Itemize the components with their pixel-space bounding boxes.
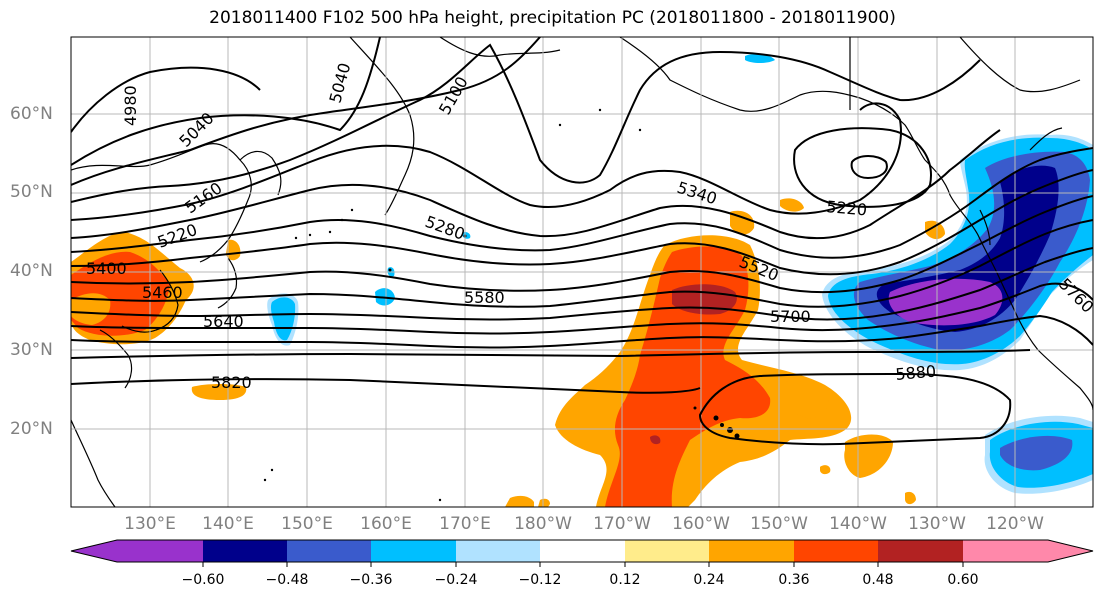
lon-label: 180°W [514, 514, 572, 534]
colorbar-extend-high [963, 540, 1093, 562]
colorbar-tick-label: −0.36 [349, 572, 393, 588]
map-field: 4980 5040 5040 5100 5160 5220 5280 5340 … [71, 37, 1097, 507]
contour-label: 5100 [435, 73, 472, 118]
lon-label: 120°W [986, 514, 1044, 534]
colorbar-tick-label: −0.60 [181, 572, 225, 588]
contour-label: 5640 [203, 312, 244, 331]
lon-label: 140°W [829, 514, 887, 534]
contour-label: 5220 [826, 197, 868, 219]
lat-label: 50°N [10, 182, 53, 202]
colorbar-tick-label: 0.48 [862, 572, 894, 588]
lon-label: 170°W [593, 514, 651, 534]
colorbar-segment [878, 540, 963, 562]
contour-label: 5760 [1055, 274, 1097, 316]
coastlines [71, 37, 1093, 507]
contour-label: 5700 [770, 307, 811, 326]
colorbar-segment [625, 540, 709, 562]
colorbar-tick-label: 0.12 [609, 572, 641, 588]
contour-label: 5820 [211, 373, 252, 392]
height-contours [71, 37, 1093, 446]
lat-label: 20°N [10, 419, 53, 439]
precip-negative-small [267, 53, 775, 346]
contour-label: 4980 [121, 85, 140, 126]
contour-label: 5340 [675, 178, 720, 209]
colorbar-segment [371, 540, 456, 562]
contour-label: 5040 [326, 61, 355, 105]
lon-label: 150°E [281, 514, 333, 534]
contour-label: 5880 [895, 362, 937, 384]
colorbar-segment [203, 540, 287, 562]
colorbar-tick-label: −0.48 [265, 572, 309, 588]
colorbar-tick-label: −0.24 [434, 572, 478, 588]
colorbar-tick-label: −0.12 [518, 572, 562, 588]
colorbar [70, 539, 1094, 567]
lat-label: 40°N [10, 261, 53, 281]
contour-label: 5460 [142, 283, 183, 302]
colorbar-segment [540, 540, 625, 562]
lon-label: 150°W [750, 514, 808, 534]
colorbar-segment [287, 540, 371, 562]
map-title: 2018011400 F102 500 hPa height, precipit… [209, 8, 896, 28]
lon-label: 160°E [360, 514, 412, 534]
colorbar-tick-label: 0.24 [693, 572, 725, 588]
colorbar-segment [456, 540, 540, 562]
colorbar-outline [70, 539, 1094, 563]
colorbar-segment [709, 540, 794, 562]
colorbar-tick-label: 0.36 [778, 572, 810, 588]
lon-label: 130°E [124, 514, 176, 534]
map-frame [70, 36, 1094, 508]
colorbar-tick-label: 0.60 [947, 572, 979, 588]
contour-label: 5040 [175, 109, 217, 151]
lat-label: 30°N [10, 340, 53, 360]
lat-label: 60°N [10, 104, 53, 124]
colorbar-segment [794, 540, 878, 562]
lon-label: 170°E [439, 514, 491, 534]
lon-label: 140°E [202, 514, 254, 534]
lon-label: 130°W [908, 514, 966, 534]
colorbar-extend-low [71, 540, 203, 562]
contour-label: 5580 [464, 288, 505, 307]
contour-label: 5400 [86, 259, 127, 278]
lon-label: 160°W [672, 514, 730, 534]
